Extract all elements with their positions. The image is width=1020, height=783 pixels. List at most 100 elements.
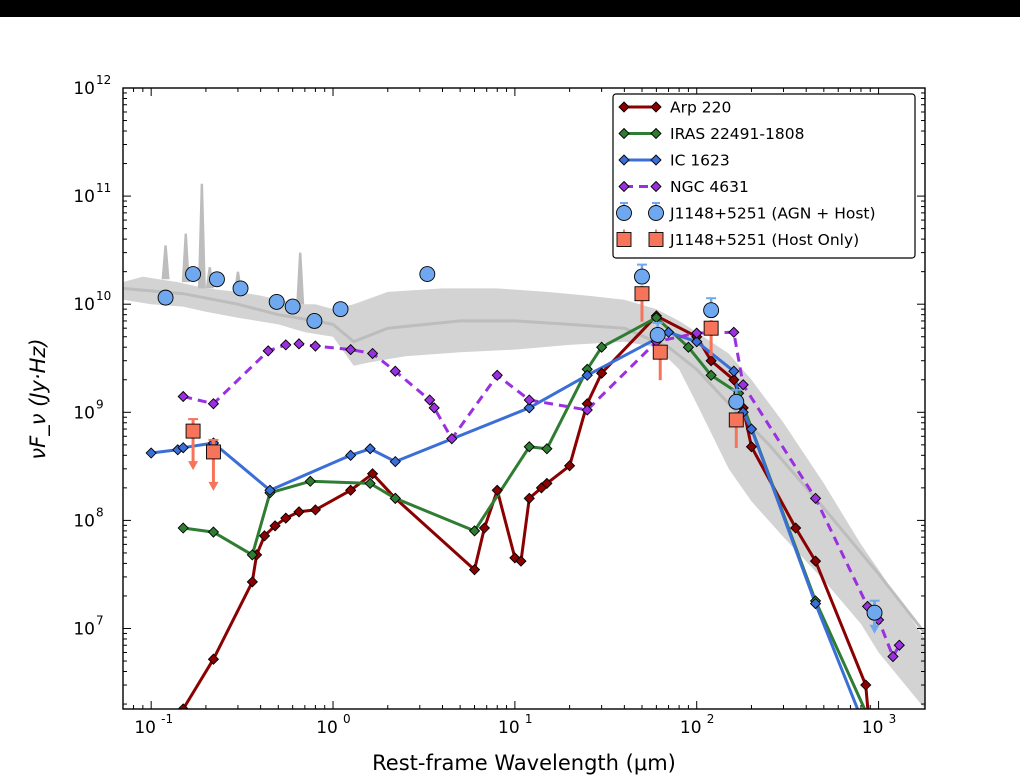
legend: Arp 220 IRAS 22491-1808 IC 1623 NGC 4631 J11…	[612, 93, 916, 259]
agn-host-point	[232, 280, 249, 297]
agn-host-point	[157, 289, 174, 306]
host-only-point	[703, 320, 719, 336]
series-1-point	[207, 526, 220, 538]
series-3-point	[293, 338, 305, 350]
host-only-point	[205, 444, 221, 460]
series-3-point	[389, 365, 401, 377]
legend-label: J1148+5251 (Host Only)	[669, 231, 859, 249]
y-tick-exponent: 7	[96, 613, 104, 627]
y-tick-exponent: 10	[96, 289, 111, 303]
x-axis-label: Rest-frame Wavelength (μm)	[372, 751, 676, 775]
series-3-point	[424, 394, 436, 406]
y-tick-exponent: 9	[96, 397, 104, 411]
y-tick-exponent: 12	[96, 73, 111, 87]
template-emission-spike	[296, 252, 305, 305]
series-0-point	[491, 484, 503, 496]
legend-marker	[650, 101, 662, 113]
legend-marker	[648, 205, 664, 221]
series-0-point	[177, 703, 189, 709]
agn-host-point	[209, 271, 225, 288]
series-0-point	[790, 522, 802, 534]
series-0-point	[478, 522, 491, 534]
host-only-point	[185, 423, 201, 439]
y-tick-exponent: 8	[96, 505, 104, 519]
x-tick-label: 10	[862, 718, 884, 738]
agn-host-point	[728, 393, 745, 410]
x-tick-exponent: 2	[707, 712, 715, 726]
series-0-point	[745, 441, 758, 453]
series-3-point	[728, 326, 740, 338]
plot-frame	[122, 87, 926, 710]
series-1-point	[177, 522, 189, 534]
series-0-point	[860, 679, 872, 691]
y-tick-label: 10	[73, 403, 95, 423]
agn-host-point	[634, 268, 650, 285]
series-0-point	[345, 484, 357, 496]
agn-host-point	[866, 604, 883, 621]
y-tick-label: 10	[73, 511, 95, 531]
legend-label: J1148+5251 (AGN + Host)	[669, 205, 876, 223]
series-2-point	[581, 369, 593, 381]
series-0-point	[309, 504, 322, 516]
series-3-point	[207, 398, 220, 410]
x-tick-exponent: 1	[525, 712, 533, 726]
series-line-1	[182, 316, 867, 709]
series-0-point	[523, 492, 535, 504]
y-tick-label: 10	[73, 295, 95, 315]
legend-label: Arp 220	[670, 99, 731, 117]
legend-marker	[618, 180, 630, 193]
series-1-point	[705, 369, 717, 381]
series-lines-layer	[151, 314, 901, 709]
legend-label: NGC 4631	[670, 178, 749, 196]
agn-host-point	[306, 312, 323, 329]
series-2-point	[691, 336, 703, 348]
legend-marker	[616, 232, 632, 247]
legend-marker	[650, 180, 662, 193]
series-3-point	[491, 369, 503, 381]
template-emission-spike	[161, 245, 170, 280]
legend-marker	[618, 154, 630, 166]
series-2-point	[809, 597, 822, 610]
legend-marker	[648, 232, 664, 247]
y-tick-label: 10	[73, 187, 95, 207]
series-2-point	[662, 326, 675, 338]
agn-host-point	[185, 266, 202, 283]
series-3-point	[366, 347, 379, 360]
series-2-point	[145, 447, 157, 459]
agn-host-point	[268, 293, 285, 310]
series-line-0	[176, 314, 870, 709]
series-2-point	[745, 423, 758, 435]
series-1-point	[246, 549, 258, 561]
host-upper-limit-head	[208, 481, 219, 491]
series-0-point	[509, 552, 521, 564]
legend-marker	[650, 154, 662, 166]
series-2-point	[364, 443, 376, 455]
series-0-point	[563, 460, 576, 472]
y-tick-label: 10	[73, 619, 95, 639]
series-0-point	[207, 653, 220, 665]
series-3-point	[262, 345, 274, 357]
series-0-point	[541, 477, 553, 490]
series-1-point	[468, 525, 481, 537]
x-tick-label: 10	[316, 718, 338, 738]
series-3-point	[809, 492, 822, 504]
series-2-point	[177, 442, 189, 454]
series-1-point	[523, 441, 535, 453]
series-3-point	[428, 402, 440, 414]
series-3-point	[887, 650, 899, 663]
agn-upper-limit-head	[869, 624, 880, 634]
window-top-bar	[0, 0, 1020, 17]
host-only-point	[728, 412, 744, 428]
y-tick-label: 10	[73, 79, 95, 99]
series-3-point	[893, 639, 905, 651]
axis-ticks	[122, 87, 925, 709]
series-3-point	[177, 390, 189, 403]
series-0-point	[468, 564, 481, 576]
host-upper-limit-head	[188, 461, 199, 471]
legend-marker	[616, 205, 632, 221]
template-median-line	[123, 286, 925, 635]
series-2-point	[264, 484, 276, 496]
series-0-point	[728, 374, 740, 386]
series-0-point	[515, 555, 527, 567]
